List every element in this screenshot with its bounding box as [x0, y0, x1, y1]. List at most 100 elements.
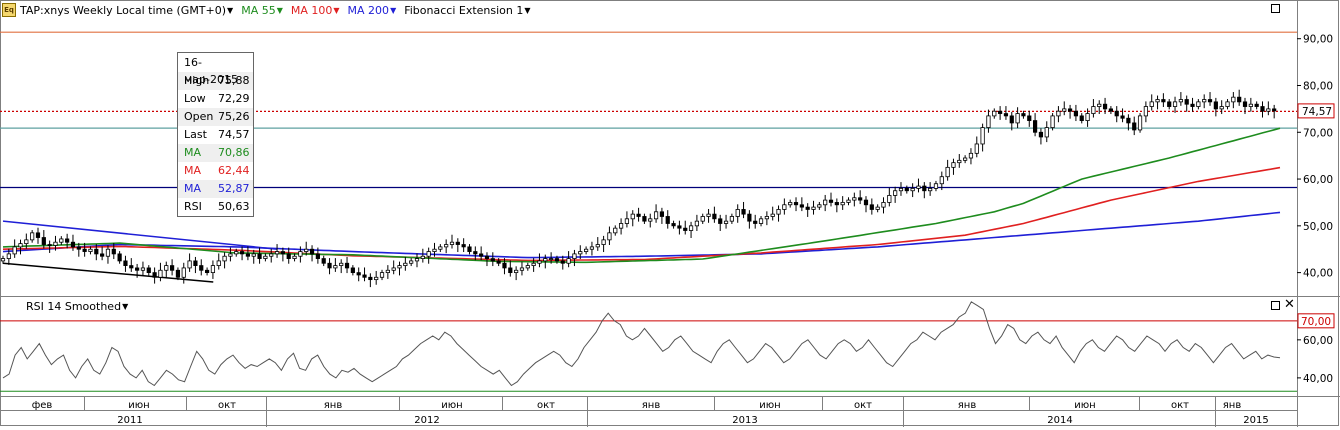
infobox-value: 50,63 [218, 200, 250, 213]
maximize-icon[interactable] [1271, 4, 1280, 13]
rsi-level-label: 70,00 [1301, 316, 1331, 328]
candle-body [694, 220, 699, 227]
year-label: 2013 [732, 415, 757, 426]
trend-line [2, 220, 278, 250]
candle-body [41, 237, 46, 245]
rsi-header[interactable]: RSI 14 Smoothed ▼ [26, 300, 128, 313]
candle-body [444, 244, 449, 248]
candle-body [1225, 101, 1230, 107]
candle-body [1178, 99, 1183, 103]
candle-body [968, 152, 974, 159]
candle-body [508, 267, 513, 274]
candle-body [263, 255, 268, 259]
rsi-line [2, 301, 1281, 387]
candle-body [502, 262, 507, 269]
indicator-label: Fibonacci Extension 1 [404, 3, 524, 17]
candle-body [793, 202, 799, 206]
eq-icon[interactable]: Eq [2, 3, 16, 17]
candle-body [613, 227, 618, 234]
maximize-icon[interactable] [1271, 301, 1280, 310]
candle-body [514, 269, 519, 274]
month-label: окт [537, 400, 555, 411]
candle-body [1097, 103, 1102, 107]
candle-body [928, 188, 933, 192]
rsi-tick-label: 60,00 [1303, 335, 1333, 347]
candle-body [1237, 96, 1242, 103]
candle-body [805, 206, 810, 210]
candle-body [834, 202, 839, 206]
close-icon[interactable]: ✕ [1284, 297, 1295, 312]
candle-body [473, 251, 478, 255]
candle-body [257, 253, 262, 259]
candle-body [729, 216, 734, 222]
indicator-ma55[interactable]: MA 55 ▼ [241, 4, 283, 17]
chevron-down-icon: ▼ [524, 5, 531, 15]
candle-body [858, 197, 863, 201]
month-label: июн [441, 400, 462, 411]
infobox-value: 75,88 [218, 74, 250, 87]
candle-body [770, 213, 775, 217]
candle-body [1196, 101, 1201, 107]
candle-body [65, 238, 70, 243]
candle-body [53, 241, 58, 246]
candle-body [782, 204, 787, 210]
candle-body [374, 276, 379, 281]
candle-body [356, 272, 361, 276]
candle-body [1242, 101, 1248, 107]
infobox-row: Last 74,57 [178, 126, 253, 144]
infobox-row: RSI 50,63 [178, 198, 253, 216]
candle-body [455, 241, 460, 245]
candle-body [1155, 99, 1160, 103]
candle-body [216, 260, 221, 266]
candle-body [170, 265, 175, 271]
candle-body [1044, 127, 1049, 138]
candle-body [624, 218, 630, 224]
candle-body [1184, 99, 1189, 105]
candle-body [683, 227, 688, 231]
symbol-label[interactable]: TAP:xnys Weekly Local time (GMT+0) ▼ [20, 4, 233, 17]
candle-body [869, 204, 874, 210]
candle-body [531, 262, 536, 266]
month-label: янв [958, 400, 977, 411]
candle-body [764, 216, 769, 220]
candle-body [1102, 103, 1108, 110]
candle-body [706, 213, 711, 217]
candle-body [788, 202, 793, 206]
ma100-line [2, 166, 1281, 262]
candle-body [1009, 115, 1014, 124]
candle-body [234, 251, 239, 255]
candle-body [893, 190, 898, 196]
chart-header: Eq TAP:xnys Weekly Local time (GMT+0) ▼ M… [2, 2, 531, 18]
last-price-box [1297, 103, 1335, 119]
infobox-value: 62,44 [218, 164, 250, 177]
year-label: 2012 [414, 415, 439, 426]
candle-body [636, 213, 641, 217]
candle-body [992, 110, 997, 117]
candle-body [245, 253, 251, 257]
candle-body [741, 209, 746, 215]
candle-body [963, 157, 968, 161]
candle-body [1272, 108, 1277, 112]
candle-body [875, 206, 880, 210]
candle-body [368, 276, 373, 281]
infobox-key: Last [184, 128, 207, 141]
candle-body [840, 202, 845, 206]
candle-body [187, 260, 192, 269]
candle-body [327, 262, 332, 269]
indicator-ma100[interactable]: MA 100 ▼ [291, 4, 340, 17]
infobox-key: High [184, 74, 210, 87]
candle-body [193, 260, 198, 266]
candle-body [595, 244, 600, 248]
candle-body [1172, 101, 1178, 107]
candle-body [1254, 103, 1259, 107]
price-tick-label: 90,00 [1303, 34, 1333, 46]
candle-body [379, 272, 385, 278]
indicator-ma200[interactable]: MA 200 ▼ [348, 4, 397, 17]
candle-body [339, 262, 344, 266]
candle-body [94, 248, 99, 255]
candle-body [135, 267, 140, 271]
candle-body [519, 267, 525, 271]
candle-body [904, 188, 909, 192]
candle-body [543, 258, 548, 262]
indicator-fibonacci[interactable]: Fibonacci Extension 1 ▼ [404, 4, 530, 17]
